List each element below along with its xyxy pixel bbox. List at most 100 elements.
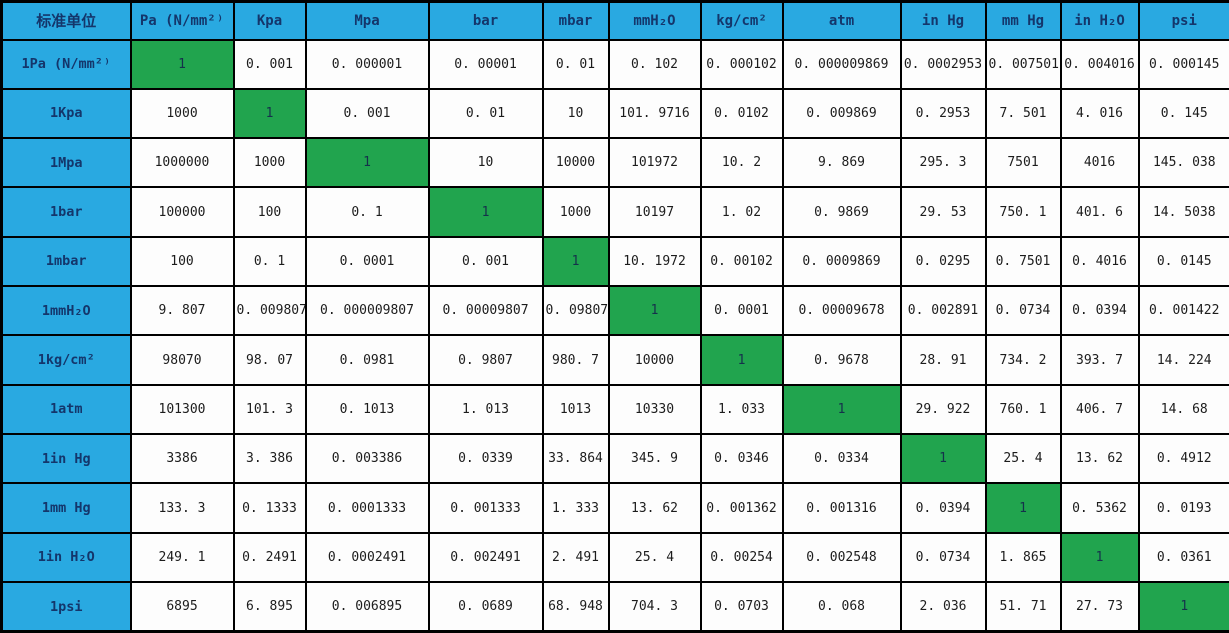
conversion-value-cell: 0. 004016 [1059,38,1140,90]
conversion-value-cell: 734. 2 [984,334,1062,386]
diagonal-identity-cell: 1 [129,38,235,90]
conversion-value-cell: 25. 4 [607,531,702,584]
conversion-value-cell: 0. 0002491 [304,531,430,584]
table-row: 1in Hg 3386 3. 386 0. 003386 0. 0339 33. 864 3… [0,433,1229,485]
conversion-value-cell: 0. 001 [427,235,544,288]
table-row: 1Kpa 1000 1 0. 001 0. 01 10 101. 9716 0. 0102 0.… [0,87,1229,140]
header-row: 标准单位 Pa (N/mm²⁾ Kpa Mpa bar mbar mmH₂O kg/cm² a… [0,0,1229,41]
conversion-value-cell: 1000 [129,87,235,140]
diagonal-identity-cell: 1 [699,334,784,386]
diagonal-identity-cell: 1 [304,137,430,189]
conversion-value-cell: 0. 0734 [984,285,1062,337]
diagonal-identity-cell: 1 [1137,581,1229,633]
conversion-value-cell: 345. 9 [607,433,702,485]
conversion-value-cell: 0. 2953 [899,87,987,140]
conversion-value-cell: 0. 006895 [304,581,430,633]
row-header: 1in H₂O [0,531,132,584]
conversion-value-cell: 0. 00254 [699,531,784,584]
conversion-value-cell: 6. 895 [232,581,307,633]
conversion-value-cell: 0. 000009807 [304,285,430,337]
conversion-value-cell: 0. 001422 [1137,285,1229,337]
conversion-value-cell: 0. 0394 [1059,285,1140,337]
conversion-value-cell: 14. 5038 [1137,186,1229,238]
conversion-value-cell: 33. 864 [541,433,610,485]
conversion-value-cell: 0. 002891 [899,285,987,337]
diagonal-identity-cell: 1 [541,235,610,288]
conversion-value-cell: 14. 68 [1137,383,1229,436]
diagonal-identity-cell: 1 [1059,531,1140,584]
row-header: 1atm [0,383,132,436]
conversion-value-cell: 101. 9716 [607,87,702,140]
table-row: 1in H₂O 249. 1 0. 2491 0. 0002491 0. 002491 2… [0,531,1229,584]
conversion-value-cell: 0. 102 [607,38,702,90]
table-row: 1atm 101300 101. 3 0. 1013 1. 013 1013 10330 1.… [0,383,1229,436]
table-row: 1Mpa 1000000 1000 1 10 10000 101972 10. 2 9. 869… [0,137,1229,189]
conversion-value-cell: 7501 [984,137,1062,189]
conversion-value-cell: 0. 01 [427,87,544,140]
conversion-value-cell: 0. 009869 [781,87,902,140]
conversion-value-cell: 9. 869 [781,137,902,189]
row-header: 1mmH₂O [0,285,132,337]
conversion-value-cell: 1013 [541,383,610,436]
conversion-value-cell: 0. 0295 [899,235,987,288]
conversion-value-cell: 27. 73 [1059,581,1140,633]
conversion-value-cell: 0. 0689 [427,581,544,633]
conversion-value-cell: 0. 0361 [1137,531,1229,584]
conversion-value-cell: 0. 9678 [781,334,902,386]
conversion-value-cell: 1000 [541,186,610,238]
conversion-value-cell: 0. 000102 [699,38,784,90]
conversion-value-cell: 0. 09807 [541,285,610,337]
conversion-value-cell: 401. 6 [1059,186,1140,238]
conversion-value-cell: 0. 1 [232,235,307,288]
conversion-value-cell: 13. 62 [1059,433,1140,485]
conversion-value-cell: 0. 007501 [984,38,1062,90]
column-header: Pa (N/mm²⁾ [129,0,235,41]
conversion-value-cell: 0. 145 [1137,87,1229,140]
conversion-value-cell: 295. 3 [899,137,987,189]
conversion-value-cell: 0. 01 [541,38,610,90]
conversion-value-cell: 9. 807 [129,285,235,337]
conversion-value-cell: 29. 922 [899,383,987,436]
conversion-value-cell: 0. 000009869 [781,38,902,90]
conversion-value-cell: 0. 000145 [1137,38,1229,90]
conversion-value-cell: 10330 [607,383,702,436]
conversion-value-cell: 10000 [607,334,702,386]
conversion-value-cell: 51. 71 [984,581,1062,633]
conversion-value-cell: 10 [427,137,544,189]
column-header: kg/cm² [699,0,784,41]
conversion-value-cell: 0. 0703 [699,581,784,633]
column-header: mmH₂O [607,0,702,41]
conversion-value-cell: 0. 009807 [232,285,307,337]
conversion-value-cell: 0. 4912 [1137,433,1229,485]
row-header: 1bar [0,186,132,238]
conversion-value-cell: 0. 002548 [781,531,902,584]
conversion-value-cell: 14. 224 [1137,334,1229,386]
conversion-value-cell: 0. 0339 [427,433,544,485]
conversion-value-cell: 249. 1 [129,531,235,584]
conversion-value-cell: 0. 00102 [699,235,784,288]
conversion-value-cell: 0. 4016 [1059,235,1140,288]
conversion-value-cell: 28. 91 [899,334,987,386]
column-header: psi [1137,0,1229,41]
column-header: Mpa [304,0,430,41]
column-header: in Hg [899,0,987,41]
conversion-value-cell: 0. 001333 [427,482,544,534]
column-header: bar [427,0,544,41]
table-row: 1mbar 100 0. 1 0. 0001 0. 001 1 10. 1972 0. 001… [0,235,1229,288]
conversion-value-cell: 10 [541,87,610,140]
conversion-value-cell: 100000 [129,186,235,238]
conversion-value-cell: 101. 3 [232,383,307,436]
conversion-value-cell: 0. 1 [304,186,430,238]
conversion-value-cell: 0. 000001 [304,38,430,90]
table-body: 1Pa (N/mm²⁾ 1 0. 001 0. 000001 0. 00001 0. 01… [0,38,1229,633]
column-header: in H₂O [1059,0,1140,41]
conversion-value-cell: 1. 333 [541,482,610,534]
conversion-value-cell: 2. 491 [541,531,610,584]
conversion-value-cell: 3. 386 [232,433,307,485]
conversion-value-cell: 750. 1 [984,186,1062,238]
conversion-value-cell: 3386 [129,433,235,485]
conversion-value-cell: 0. 5362 [1059,482,1140,534]
row-header: 1Mpa [0,137,132,189]
conversion-value-cell: 13. 62 [607,482,702,534]
